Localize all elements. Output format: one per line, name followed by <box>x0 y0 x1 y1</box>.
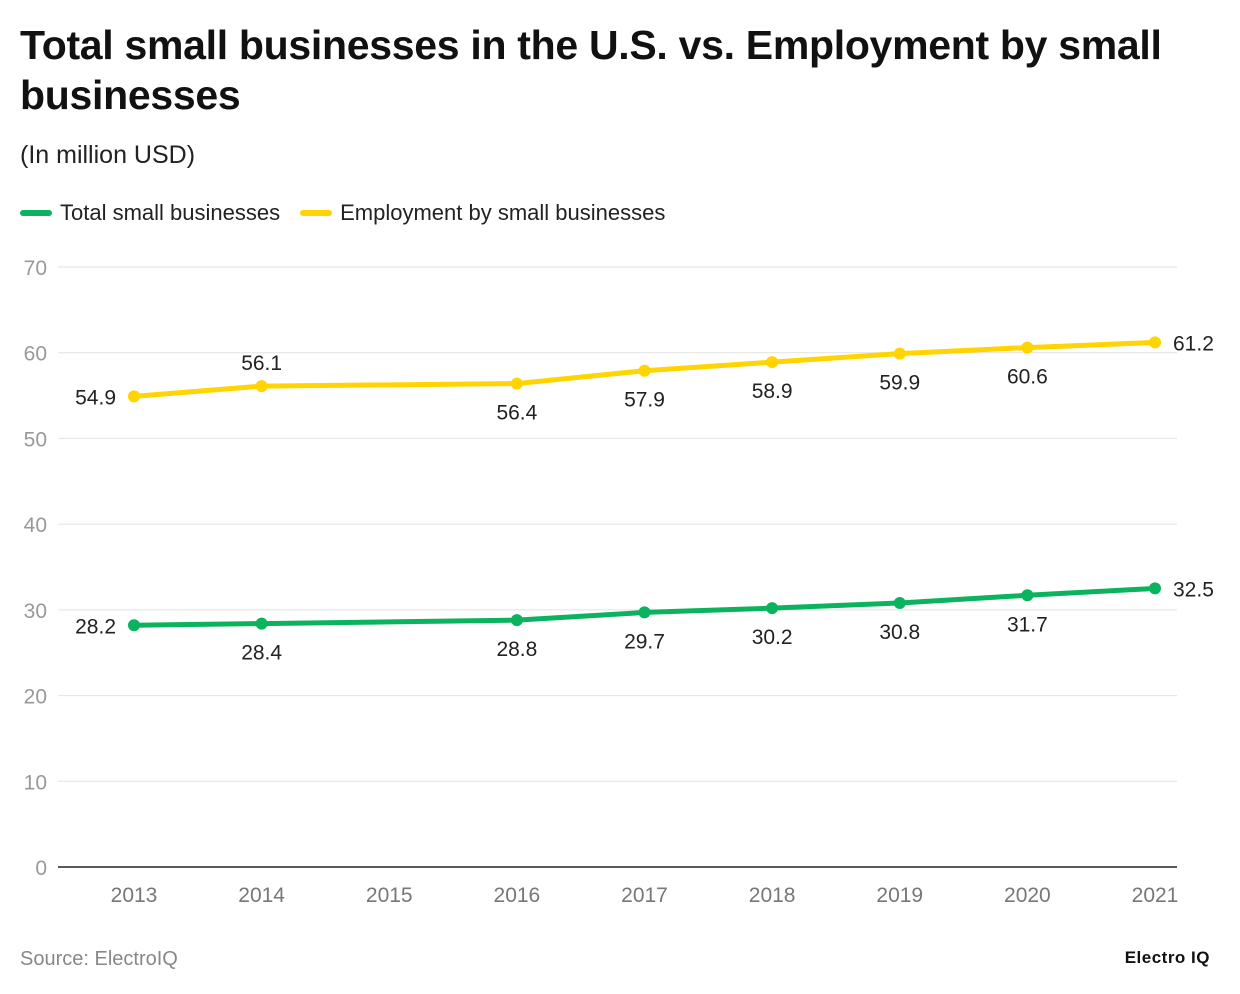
x-tick-label: 2014 <box>238 884 285 907</box>
y-tick-label: 0 <box>35 857 47 880</box>
x-tick-label: 2018 <box>749 884 796 907</box>
data-point <box>766 602 779 615</box>
data-label: 54.9 <box>75 386 116 409</box>
data-label: 56.1 <box>241 352 282 375</box>
y-tick-label: 50 <box>24 428 47 451</box>
data-label: 28.8 <box>496 638 537 661</box>
data-label: 30.8 <box>879 621 920 644</box>
data-point <box>1149 582 1161 595</box>
data-label: 31.7 <box>1007 613 1048 636</box>
data-point <box>638 364 651 377</box>
x-tick-label: 2017 <box>621 884 668 907</box>
data-label: 30.2 <box>752 626 793 649</box>
electroiq-logo: Electro IQ <box>1124 948 1210 967</box>
data-label: 32.5 <box>1173 578 1214 601</box>
data-label: 28.2 <box>75 615 116 638</box>
chart-title: Total small businesses in the U.S. vs. E… <box>20 22 1162 118</box>
data-point <box>893 347 906 360</box>
data-point <box>128 619 140 632</box>
data-label: 60.6 <box>1007 366 1048 389</box>
x-tick-label: 2020 <box>1004 884 1051 907</box>
source-note: Source: ElectroIQ <box>20 948 178 970</box>
data-point <box>1021 589 1034 602</box>
data-point <box>510 614 523 627</box>
legend-label: Employment by small businesses <box>340 200 666 225</box>
data-point <box>766 356 779 369</box>
legend: Total small businesses Employment by sma… <box>20 200 665 226</box>
data-point <box>893 597 906 609</box>
x-tick-label: 2021 <box>1132 884 1179 907</box>
series-line <box>131 585 1158 628</box>
legend-swatch <box>20 210 52 216</box>
data-label: 57.9 <box>624 389 665 412</box>
y-tick-label: 10 <box>24 771 47 794</box>
data-point <box>638 606 651 619</box>
legend-item-employment: Employment by small businesses <box>300 200 665 226</box>
data-label: 28.4 <box>241 642 282 665</box>
x-tick-label: 2016 <box>494 884 541 907</box>
y-tick-label: 30 <box>24 600 47 623</box>
chart-subtitle: (In million USD) <box>20 141 196 169</box>
legend-label: Total small businesses <box>60 200 281 225</box>
data-point <box>255 380 268 393</box>
data-point <box>510 377 523 390</box>
data-point <box>128 390 140 403</box>
data-label: 59.9 <box>879 372 920 395</box>
data-point <box>1021 341 1034 354</box>
data-point <box>1149 336 1161 349</box>
legend-swatch <box>300 210 333 216</box>
y-tick-label: 60 <box>24 343 47 366</box>
data-point <box>255 617 268 630</box>
x-tick-label: 2013 <box>111 884 158 907</box>
data-label: 58.9 <box>752 380 793 403</box>
y-tick-label: 70 <box>24 257 47 280</box>
y-tick-label: 40 <box>24 514 47 537</box>
legend-item-total: Total small businesses <box>20 200 280 226</box>
y-tick-label: 20 <box>24 686 47 709</box>
data-label: 29.7 <box>624 630 665 653</box>
data-label: 61.2 <box>1173 332 1214 355</box>
x-tick-label: 2015 <box>366 884 413 907</box>
series-line <box>131 339 1158 399</box>
data-label: 56.4 <box>496 402 537 425</box>
x-tick-label: 2019 <box>876 884 923 907</box>
